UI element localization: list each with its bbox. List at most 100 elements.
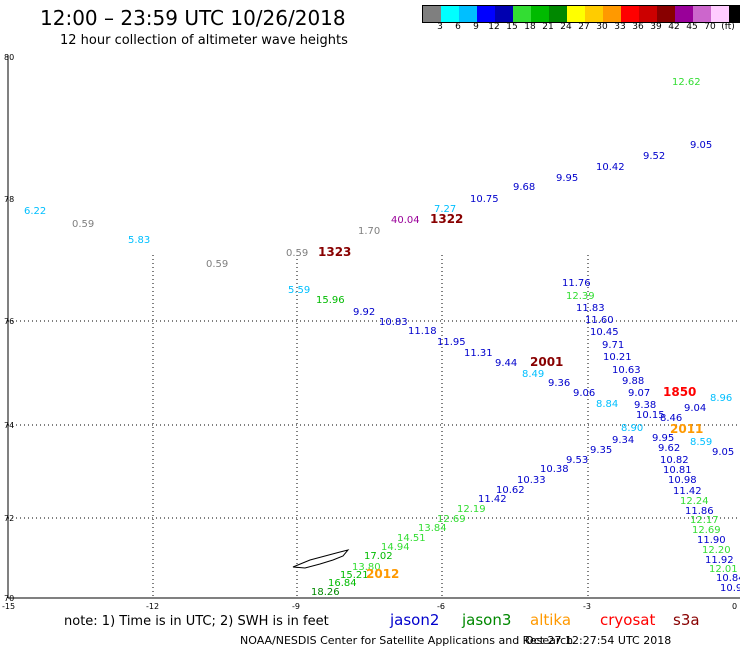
wave-height-value: 9.38 [634,400,656,411]
wave-height-value: 10.82 [660,455,689,466]
wave-height-value: 15.21 [340,570,369,581]
wave-height-value: 40.04 [391,215,420,226]
page-title: 12:00 – 23:59 UTC 10/26/2018 [40,6,346,30]
lon-label-0: 0 [732,602,737,611]
wave-height-value: 9.04 [684,403,706,414]
legend-label: 6 [455,22,461,32]
wave-height-value: 5.59 [288,285,310,296]
island-outline [292,549,350,569]
lon-label-minus3: -3 [583,602,591,611]
wave-height-value: 10.9 [720,583,740,594]
legend-label: 15 [506,22,518,32]
legend-swatch [585,6,603,22]
pass-time-label: 1850 [663,385,696,399]
wave-height-value: 11.31 [464,348,493,359]
legend-swatch [729,6,740,22]
wave-height-value: 10.81 [663,465,692,476]
wave-height-value: 12.39 [566,291,595,302]
wave-height-value: 9.95 [652,433,674,444]
wave-height-value: 9.06 [573,388,595,399]
wave-height-value: 11.86 [685,506,714,517]
wave-height-value: 9.34 [612,435,634,446]
wave-height-value: 10.38 [540,464,569,475]
wave-height-value: 13.84 [418,523,447,534]
wave-height-value: 12.69 [692,525,721,536]
wave-height-value: 9.88 [622,376,644,387]
legend-label: 12 [488,22,500,32]
wave-height-value: 9.52 [643,151,665,162]
wave-height-value: 9.68 [513,182,535,193]
time-labels: 1322 1323 2001 1850 2011 2012 [318,212,703,581]
lon-label-minus12: -12 [146,602,159,611]
wave-height-value: 11.18 [408,326,437,337]
legend-swatch [531,6,549,22]
wave-height-value: 11.92 [705,555,734,566]
wave-height-value: 16.84 [328,578,357,589]
wave-height-value: 10.62 [496,485,525,496]
legend-label: 39 [650,22,662,32]
pass-time-label: 2012 [366,567,399,581]
legend-swatch [549,6,567,22]
wave-height-value: 10.84 [716,573,740,584]
lat-label-78: 78 [4,195,14,204]
legend-cryosat: cryosat [600,611,656,629]
wave-height-value: 11.95 [437,337,466,348]
legend-label: 30 [596,22,608,32]
wave-height-value: 13.80 [352,562,381,573]
wave-height-value: 12.69 [437,514,466,525]
wave-height-value: 12.20 [702,545,731,556]
legend-label: (ft) [721,22,735,32]
legend-swatch [513,6,531,22]
legend-swatch [711,6,729,22]
wave-height-value: 8.49 [522,369,544,380]
legend-label: 18 [524,22,536,32]
wave-height-value: 11.83 [576,303,605,314]
lat-label-74: 74 [4,421,14,430]
color-scale-legend [422,5,740,23]
wave-height-value: 10.98 [668,475,697,486]
wave-height-labels: 6.22 0.59 5.83 0.59 0.59 1.70 40.04 7.27 10.75 9.… [24,77,740,598]
legend-swatch [423,6,441,22]
legend-label: 24 [560,22,572,32]
legend-label: 42 [668,22,680,32]
legend-swatch [603,6,621,22]
wave-height-value: 0.59 [72,219,94,230]
legend-swatch [495,6,513,22]
wave-height-value: 9.35 [590,445,612,456]
wave-height-value: 11.76 [562,278,591,289]
wave-height-value: 1.70 [358,226,380,237]
pass-time-label: 1322 [430,212,463,226]
wave-height-value: 10.42 [596,162,625,173]
legend-label: 36 [632,22,644,32]
wave-height-value: 14.51 [397,533,426,544]
wave-height-value: 12.62 [672,77,701,88]
lon-label-minus6: -6 [437,602,445,611]
lat-label-76: 76 [4,317,14,326]
wave-height-value: 5.83 [128,235,150,246]
lon-label-minus9: -9 [292,602,300,611]
lon-label-minus15: -15 [2,602,15,611]
wave-height-value: 8.46 [660,413,682,424]
wave-height-value: 11.42 [478,494,507,505]
wave-height-value: 11.90 [697,535,726,546]
legend-label: 9 [473,22,479,32]
wave-height-value: 9.71 [602,340,624,351]
wave-height-value: 18.26 [311,587,340,598]
wave-height-value: 11.60 [585,315,614,326]
lat-label-70: 70 [4,594,14,603]
wave-height-value: 10.83 [379,317,408,328]
wave-height-value: 0.59 [286,248,308,259]
legend-swatch [477,6,495,22]
legend-label: 27 [578,22,590,32]
legend-swatch [657,6,675,22]
legend-swatch [621,6,639,22]
legend-jason3: jason3 [462,611,512,629]
legend-swatch [639,6,657,22]
wave-height-value: 17.02 [364,551,393,562]
legend-swatch [459,6,477,22]
wave-height-value: 9.07 [628,388,650,399]
footer-timestamp: Oct 27 12:27:54 UTC 2018 [525,634,672,647]
pass-time-label: 2011 [670,422,703,436]
wave-height-value: 9.53 [566,455,588,466]
wave-height-value: 9.62 [658,443,680,454]
